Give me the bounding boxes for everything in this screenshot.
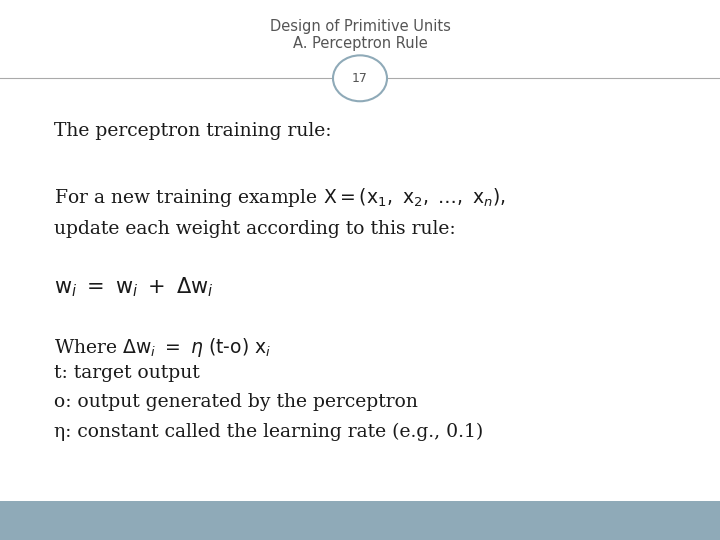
Text: The perceptron training rule:: The perceptron training rule: — [54, 122, 331, 139]
Text: update each weight according to this rule:: update each weight according to this rul… — [54, 220, 456, 238]
Text: Design of Primitive Units: Design of Primitive Units — [269, 19, 451, 34]
Text: $\mathrm{w}_i\ =\ \mathrm{w}_i\ +\ \Delta\mathrm{w}_i$: $\mathrm{w}_i\ =\ \mathrm{w}_i\ +\ \Delt… — [54, 275, 214, 299]
Text: A. Perceptron Rule: A. Perceptron Rule — [292, 36, 428, 51]
FancyBboxPatch shape — [0, 501, 720, 540]
Text: t: target output: t: target output — [54, 364, 199, 382]
Text: o: output generated by the perceptron: o: output generated by the perceptron — [54, 393, 418, 411]
Text: For a new training example $\mathrm{X} = (\mathrm{x}_1,\ \mathrm{x}_2,\ \ldots,\: For a new training example $\mathrm{X} =… — [54, 186, 506, 210]
Text: Where $\Delta\mathrm{w}_i\ =\ \eta\ (\mathrm{t}\text{-}\mathrm{o})\ \mathrm{x}_i: Where $\Delta\mathrm{w}_i\ =\ \eta\ (\ma… — [54, 336, 271, 359]
Ellipse shape — [333, 56, 387, 102]
Text: η: constant called the learning rate (e.g., 0.1): η: constant called the learning rate (e.… — [54, 422, 483, 441]
Text: 17: 17 — [352, 72, 368, 85]
